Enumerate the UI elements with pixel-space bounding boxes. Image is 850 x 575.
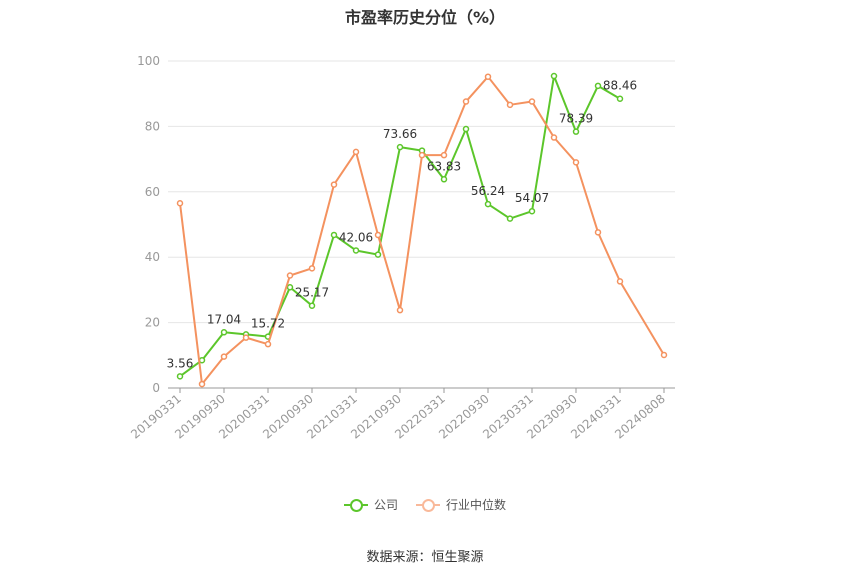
data-point-company — [308, 302, 316, 309]
data-point-company — [528, 207, 536, 215]
legend-swatch-industry-median — [416, 498, 440, 512]
data-point-industry-median — [198, 380, 206, 388]
data-point-industry-median — [352, 148, 360, 156]
data-point-company — [220, 329, 228, 336]
data-point-industry-median — [242, 334, 250, 341]
legend-item-company[interactable]: 公司 — [343, 496, 398, 513]
data-point-company — [594, 82, 602, 90]
data-label: 63.83 — [427, 159, 461, 173]
data-point-industry-median — [176, 199, 184, 207]
data-point-company — [462, 125, 470, 133]
data-label: 54.07 — [515, 191, 549, 205]
y-tick-label: 100 — [137, 54, 160, 68]
legend-item-industry-median[interactable]: 行业中位数 — [416, 496, 506, 513]
data-point-company — [330, 231, 338, 239]
data-label: 3.56 — [167, 356, 194, 370]
data-label: 56.24 — [471, 184, 505, 198]
data-point-industry-median — [440, 151, 448, 159]
y-tick-label: 80 — [145, 119, 160, 133]
data-point-industry-median — [308, 265, 316, 272]
y-tick-label: 20 — [145, 316, 160, 330]
data-point-industry-median — [286, 272, 294, 279]
legend: 公司 行业中位数 — [0, 496, 850, 513]
data-point-industry-median — [396, 306, 404, 314]
data-label: 88.46 — [603, 79, 637, 93]
series-line-industry-median — [179, 75, 665, 386]
data-point-company — [506, 215, 514, 222]
data-label: 78.39 — [559, 112, 593, 126]
data-point-company — [286, 284, 294, 291]
legend-label-company: 公司 — [373, 498, 398, 512]
data-label: 73.66 — [383, 127, 417, 141]
data-point-industry-median — [572, 159, 580, 166]
data-point-industry-median — [506, 101, 514, 109]
data-point-industry-median — [462, 98, 470, 105]
data-point-industry-median — [484, 73, 492, 80]
data-label: 15.72 — [251, 317, 285, 331]
y-tick-label: 60 — [145, 185, 160, 199]
data-point-industry-median — [330, 181, 338, 188]
data-label: 17.04 — [207, 312, 241, 326]
data-point-company — [440, 176, 448, 183]
data-point-company — [352, 247, 360, 254]
data-point-industry-median — [616, 278, 624, 285]
legend-label-industry-median: 行业中位数 — [446, 498, 507, 512]
data-point-company — [572, 128, 580, 135]
data-point-company — [550, 72, 558, 80]
data-point-industry-median — [528, 98, 536, 105]
data-point-industry-median — [220, 353, 228, 360]
data-point-industry-median — [264, 340, 272, 348]
data-point-industry-median — [594, 229, 602, 236]
data-label: 42.06 — [339, 230, 373, 244]
data-point-industry-median — [418, 151, 426, 159]
data-label: 25.17 — [295, 286, 329, 300]
data-point-industry-median — [550, 134, 558, 141]
source-note: 数据来源：恒生聚源 — [366, 550, 484, 565]
data-point-company — [484, 200, 492, 208]
y-tick-label: 40 — [145, 250, 160, 264]
data-point-company — [374, 251, 382, 258]
legend-swatch-company — [343, 498, 368, 512]
data-point-company — [396, 143, 404, 151]
y-tick-label: 0 — [152, 381, 160, 395]
data-point-industry-median — [374, 231, 382, 239]
chart-title: 市盈率历史分位（%） — [344, 8, 506, 27]
data-point-company — [176, 373, 184, 380]
data-point-company — [616, 95, 624, 102]
data-point-industry-median — [660, 351, 668, 359]
